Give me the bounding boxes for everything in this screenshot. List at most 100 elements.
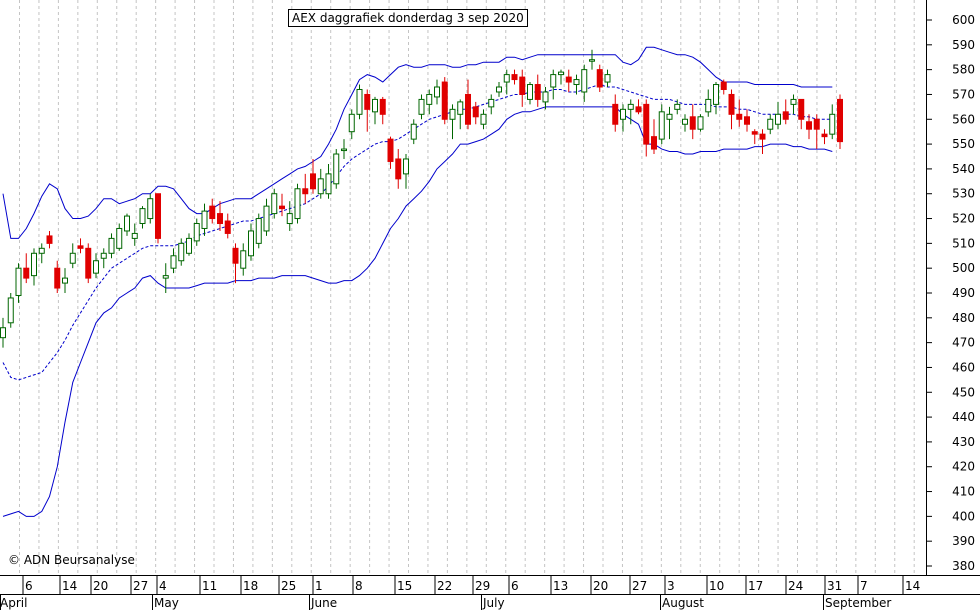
candle-body — [457, 101, 464, 115]
candle-body — [372, 98, 378, 113]
candle-body — [38, 247, 45, 254]
x-day-label: 18 — [243, 579, 258, 593]
candle-body — [627, 103, 634, 110]
y-tick-label: 430 — [952, 435, 975, 449]
candle-body — [279, 205, 285, 210]
candle-body — [108, 237, 115, 254]
candle-body — [131, 232, 138, 239]
x-day-label: 4 — [159, 579, 167, 593]
y-tick-label: 410 — [952, 485, 975, 499]
candle-body — [178, 242, 185, 262]
candle-body — [170, 255, 177, 269]
candle-body — [69, 252, 76, 264]
candle-body — [217, 213, 223, 225]
y-tick-label: 420 — [952, 460, 975, 474]
x-day-label: 14 — [62, 579, 77, 593]
x-day-label: 3 — [667, 579, 675, 593]
x-day-label: 24 — [788, 579, 803, 593]
candle-body — [604, 74, 611, 83]
y-tick-label: 580 — [952, 63, 975, 77]
x-month-label: June — [310, 596, 337, 610]
y-tick-label: 540 — [952, 162, 975, 176]
y-tick-label: 500 — [952, 261, 975, 275]
copyright-label: © ADN Beursanalyse — [8, 553, 135, 567]
candle-body — [232, 247, 239, 264]
candle-body — [193, 223, 200, 242]
candle-body — [310, 173, 316, 190]
candle-body — [255, 218, 262, 244]
x-day-label: 6 — [511, 579, 519, 593]
y-tick-label: 470 — [952, 336, 975, 350]
x-month-label: May — [154, 596, 179, 610]
candle-body — [736, 113, 743, 120]
candle-body — [472, 106, 479, 118]
candle-body — [689, 116, 696, 130]
candle-body — [674, 103, 681, 110]
candle-body — [46, 235, 53, 244]
candle-body — [186, 237, 192, 254]
candle-body — [403, 158, 409, 175]
x-day-label: 20 — [93, 579, 108, 593]
x-day-label: 17 — [748, 579, 763, 593]
candle-body — [124, 215, 130, 232]
y-tick-label: 390 — [952, 534, 975, 548]
lower-band-line — [2, 106, 833, 517]
candle-body — [465, 93, 471, 125]
x-day-label: 11 — [202, 579, 217, 593]
candle-body — [511, 74, 518, 81]
x-day-label: 29 — [475, 579, 490, 593]
x-day-label: 27 — [133, 579, 148, 593]
x-day-label: 8 — [355, 579, 363, 593]
x-day-label: 27 — [632, 579, 647, 593]
y-tick-label: 490 — [952, 286, 975, 300]
candle-body — [813, 118, 820, 130]
x-day-label: 15 — [397, 579, 412, 593]
x-day-label: 14 — [905, 579, 920, 593]
candle-body — [620, 108, 626, 120]
candle-body — [240, 250, 247, 269]
candle-body — [410, 123, 417, 140]
y-tick-label: 590 — [952, 38, 975, 52]
candle-body — [496, 86, 502, 93]
candle-body — [798, 98, 805, 120]
y-tick-label: 450 — [952, 385, 975, 399]
x-day-label: 13 — [553, 579, 568, 593]
candle-body — [62, 277, 68, 284]
candle-body — [527, 84, 533, 100]
x-day-label: 1 — [315, 579, 323, 593]
x-day-label: 25 — [281, 579, 296, 593]
candle-body — [31, 252, 37, 277]
y-tick-label: 520 — [952, 212, 975, 226]
candle-body — [534, 84, 541, 100]
middle-band-line — [2, 83, 833, 381]
candle-body — [162, 275, 169, 279]
candle-body — [23, 267, 30, 279]
x-day-label: 31 — [827, 579, 842, 593]
x-day-label: 22 — [437, 579, 452, 593]
candle-body — [333, 153, 340, 185]
candle-body — [271, 193, 278, 215]
candle-body — [286, 213, 293, 225]
candle-body — [348, 113, 355, 133]
candle-body — [434, 86, 440, 98]
candle-body — [100, 252, 107, 259]
bollinger-bands — [2, 46, 833, 517]
candle-body — [54, 267, 61, 289]
candle-body — [581, 69, 588, 93]
candle-body — [0, 327, 6, 339]
y-tick-label: 510 — [952, 236, 975, 250]
x-day-label: 10 — [709, 579, 724, 593]
x-day-label: 7 — [860, 579, 868, 593]
candle-body — [85, 247, 92, 279]
candle-body — [790, 98, 797, 105]
candle-body — [651, 136, 657, 150]
candle-body — [658, 111, 665, 140]
y-tick-label: 530 — [952, 187, 975, 201]
y-tick-label: 600 — [952, 13, 975, 27]
candle-body — [635, 106, 642, 113]
candle-body — [15, 267, 22, 296]
upper-band-line — [2, 46, 833, 239]
candle-body — [806, 121, 812, 130]
chart-title: AEX daggrafiek donderdag 3 sep 2020 — [288, 9, 528, 27]
